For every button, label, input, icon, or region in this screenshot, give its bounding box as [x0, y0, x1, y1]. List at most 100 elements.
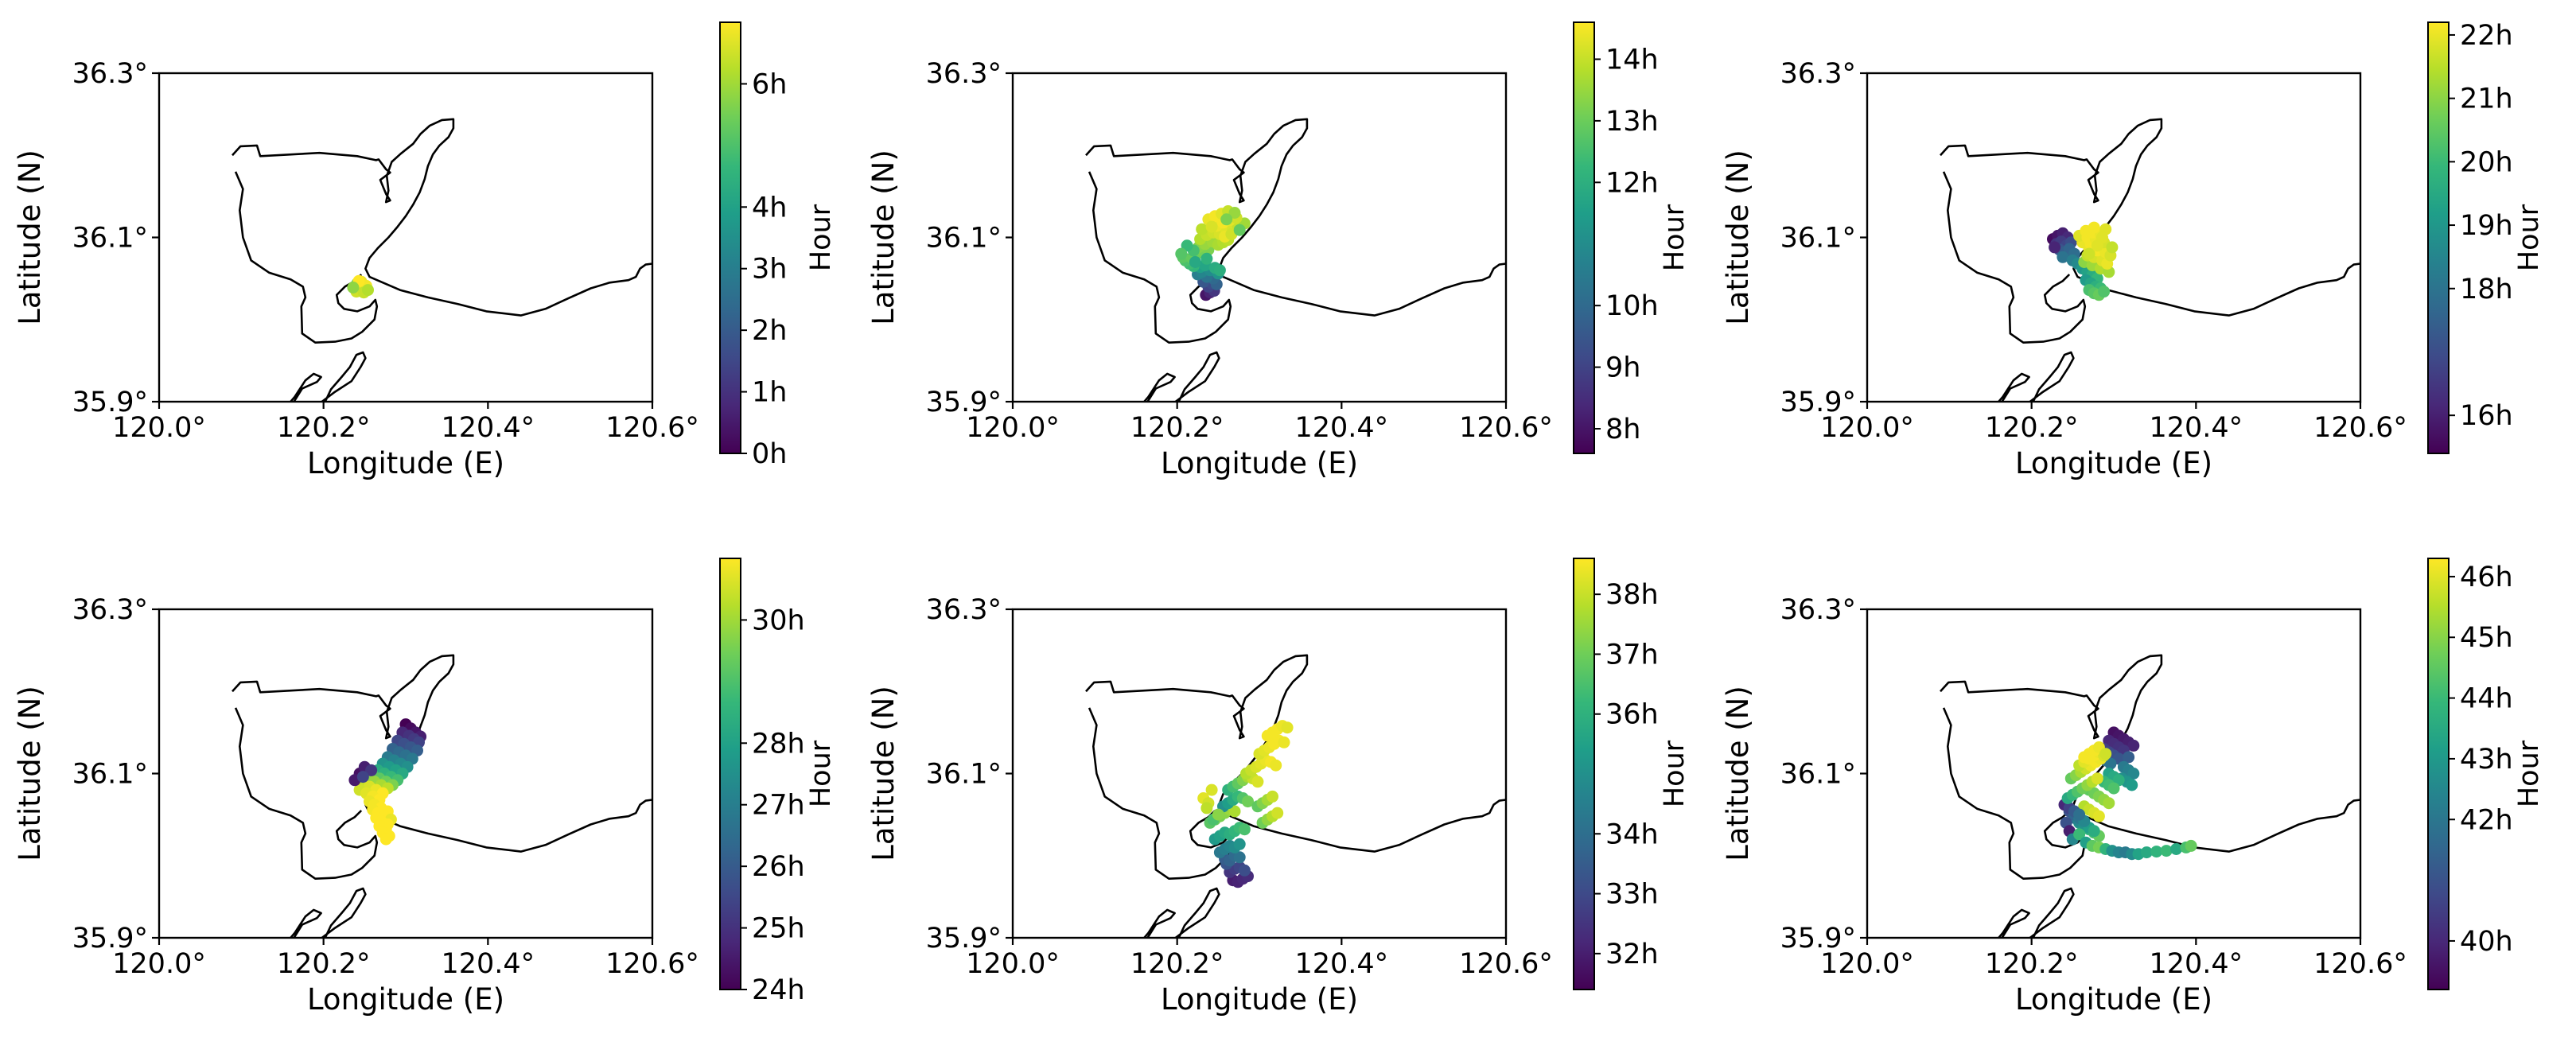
y-tick-label: 35.9°	[1780, 923, 1856, 955]
colorbar-tick-label: 12h	[1605, 167, 1659, 199]
scatter-point	[2126, 779, 2138, 791]
colorbar-tick-label: 20h	[2460, 146, 2513, 178]
colorbar: 24h 25h 26h 27h 28h 30h Hour	[719, 558, 837, 1006]
coastline-segment-1	[234, 171, 379, 344]
coastline-main	[1940, 118, 2360, 317]
scatter-point	[1238, 864, 1251, 877]
x-tick-label: 120.4°	[441, 948, 535, 980]
colorbar-tick-label: 30h	[752, 605, 805, 636]
scatter-series	[2047, 221, 2119, 301]
coastline-segment-1	[1088, 707, 1232, 880]
scatter-point	[1228, 805, 1241, 818]
x-axis-title: Longitude (E)	[2015, 982, 2212, 1017]
colorbar: 40h 42h 43h 44h 45h 46h Hour	[2427, 558, 2545, 990]
coastline-main	[1085, 654, 1506, 853]
x-tick-label: 120.2°	[277, 412, 371, 444]
scatter-series	[347, 274, 374, 299]
map-panel-5: 120.0° 120.2° 120.4° 120.6° 35.9° 36.1° 36.3° L…	[866, 558, 1691, 1017]
colorbar-gradient	[2427, 21, 2450, 454]
x-axis-title: Longitude (E)	[307, 982, 504, 1017]
x-tick-label: 120.6°	[2313, 948, 2407, 980]
colorbar-tick-label: 21h	[2460, 84, 2513, 115]
scatter-point	[1271, 807, 1284, 819]
x-axis-title: Longitude (E)	[1161, 446, 1358, 480]
y-tick-label: 36.1°	[72, 759, 148, 791]
y-tick-label: 35.9°	[926, 387, 1002, 418]
coastline-main	[1940, 654, 2360, 853]
colorbar: 8h 9h 10h 12h 13h 14h Hour	[1573, 21, 1691, 454]
y-tick-label: 36.1°	[1780, 223, 1856, 255]
scatter-point	[1212, 808, 1224, 821]
colorbar-tick-label: 36h	[1605, 699, 1659, 731]
y-tick-label: 35.9°	[926, 923, 1002, 955]
coastline-segment-3	[321, 351, 367, 402]
y-tick-label: 36.3°	[926, 58, 1002, 90]
colorbar-tick-label: 2h	[752, 315, 787, 347]
map-panel-6: 120.0° 120.2° 120.4° 120.6° 35.9° 36.1° 36.3° L…	[1721, 558, 2545, 1017]
map-panel-3: 120.0° 120.2° 120.4° 120.6° 35.9° 36.1° 36.3° L…	[1721, 20, 2545, 480]
coastline-group	[232, 118, 652, 402]
colorbar-title: Hour	[1659, 740, 1691, 807]
y-tick-label: 36.1°	[1780, 759, 1856, 791]
colorbar-tick-label: 32h	[1605, 939, 1659, 970]
coastline-segment-1	[1942, 707, 2087, 880]
panels-group: 120.0° 120.2° 120.4° 120.6° 35.9° 36.1° 36.3° L…	[13, 20, 2545, 1017]
scatter-point	[365, 764, 378, 776]
scatter-point	[2099, 748, 2112, 760]
scatter-point	[1205, 220, 1218, 233]
y-tick-label: 36.1°	[72, 223, 148, 255]
x-tick-label: 120.0°	[966, 412, 1060, 444]
colorbar-tick-label: 45h	[2460, 622, 2513, 654]
coastline-segment-3	[1174, 351, 1220, 402]
colorbar-tick-label: 14h	[1605, 44, 1659, 76]
colorbar-title: Hour	[2513, 740, 2545, 807]
scatter-series	[2058, 726, 2197, 861]
scatter-series	[348, 718, 427, 846]
y-tick-label: 35.9°	[72, 923, 148, 955]
colorbar-title: Hour	[805, 740, 837, 807]
scatter-point	[2073, 808, 2086, 821]
colorbar-tick-label: 37h	[1605, 639, 1659, 671]
colorbar-gradient	[1573, 21, 1595, 454]
map-panel-4: 120.0° 120.2° 120.4° 120.6° 35.9° 36.1° 36.3° L…	[13, 558, 837, 1017]
scatter-point	[1270, 759, 1282, 772]
scatter-point	[2073, 828, 2086, 841]
coastline-group	[232, 654, 652, 938]
coastline-segment-2	[290, 908, 322, 938]
colorbar: 32h 33h 34h 36h 37h 38h Hour	[1573, 558, 1691, 990]
colorbar-tick-label: 28h	[752, 728, 805, 760]
scatter-point	[1205, 783, 1218, 796]
coastline-segment-2	[1998, 372, 2030, 402]
x-tick-label: 120.6°	[2313, 412, 2407, 444]
x-tick-label: 120.4°	[2149, 948, 2243, 980]
coastline-segment-3	[2029, 887, 2075, 938]
coastline-group	[1940, 654, 2360, 938]
x-tick-label: 120.2°	[1130, 948, 1224, 980]
colorbar-gradient	[719, 558, 741, 990]
y-axis-title: Latitude (N)	[866, 150, 901, 325]
scatter-point	[1196, 223, 1208, 235]
coastline-main	[232, 654, 652, 853]
colorbar-tick-label: 6h	[752, 68, 787, 100]
y-axis-title: Latitude (N)	[1721, 686, 1755, 861]
colorbar-title: Hour	[805, 204, 837, 271]
colorbar-tick-label: 16h	[2460, 400, 2513, 432]
x-axis-title: Longitude (E)	[1161, 982, 1358, 1017]
scatter-point	[1281, 721, 1294, 734]
colorbar-tick-label: 1h	[752, 377, 787, 409]
x-tick-label: 120.4°	[441, 412, 535, 444]
scatter-point	[2091, 239, 2103, 252]
y-axis-title: Latitude (N)	[866, 686, 901, 861]
scatter-series	[1197, 720, 1294, 888]
colorbar-gradient	[1573, 558, 1595, 990]
coastline-segment-1	[1942, 171, 2087, 344]
colorbar-tick-label: 46h	[2460, 562, 2513, 593]
scatter-point	[1278, 736, 1290, 748]
scatter-point	[2088, 825, 2100, 838]
scatter-point	[1233, 838, 1246, 850]
x-tick-label: 120.4°	[1294, 412, 1388, 444]
colorbar-tick-label: 0h	[752, 438, 787, 470]
colorbar-tick-label: 26h	[752, 851, 805, 883]
scatter-point	[2104, 757, 2117, 770]
coastline-group	[1085, 118, 1506, 402]
